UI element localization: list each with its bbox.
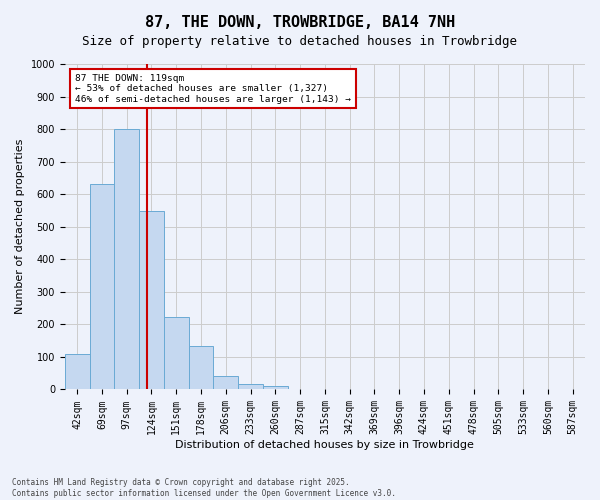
Text: Contains HM Land Registry data © Crown copyright and database right 2025.
Contai: Contains HM Land Registry data © Crown c… (12, 478, 396, 498)
Bar (214, 376, 238, 390)
Bar (188, 346, 214, 390)
Bar (89, 184, 115, 390)
Text: Size of property relative to detached houses in Trowbridge: Size of property relative to detached ho… (83, 35, 517, 48)
Bar (115, 129, 139, 390)
Text: 87 THE DOWN: 119sqm
← 53% of detached houses are smaller (1,327)
46% of semi-det: 87 THE DOWN: 119sqm ← 53% of detached ho… (75, 74, 351, 104)
Y-axis label: Number of detached properties: Number of detached properties (15, 139, 25, 314)
Bar (238, 384, 263, 390)
X-axis label: Distribution of detached houses by size in Trowbridge: Distribution of detached houses by size … (175, 440, 475, 450)
Bar (65, 354, 89, 390)
Bar (263, 386, 288, 390)
Text: 87, THE DOWN, TROWBRIDGE, BA14 7NH: 87, THE DOWN, TROWBRIDGE, BA14 7NH (145, 15, 455, 30)
Bar (139, 211, 164, 390)
Bar (164, 317, 188, 390)
